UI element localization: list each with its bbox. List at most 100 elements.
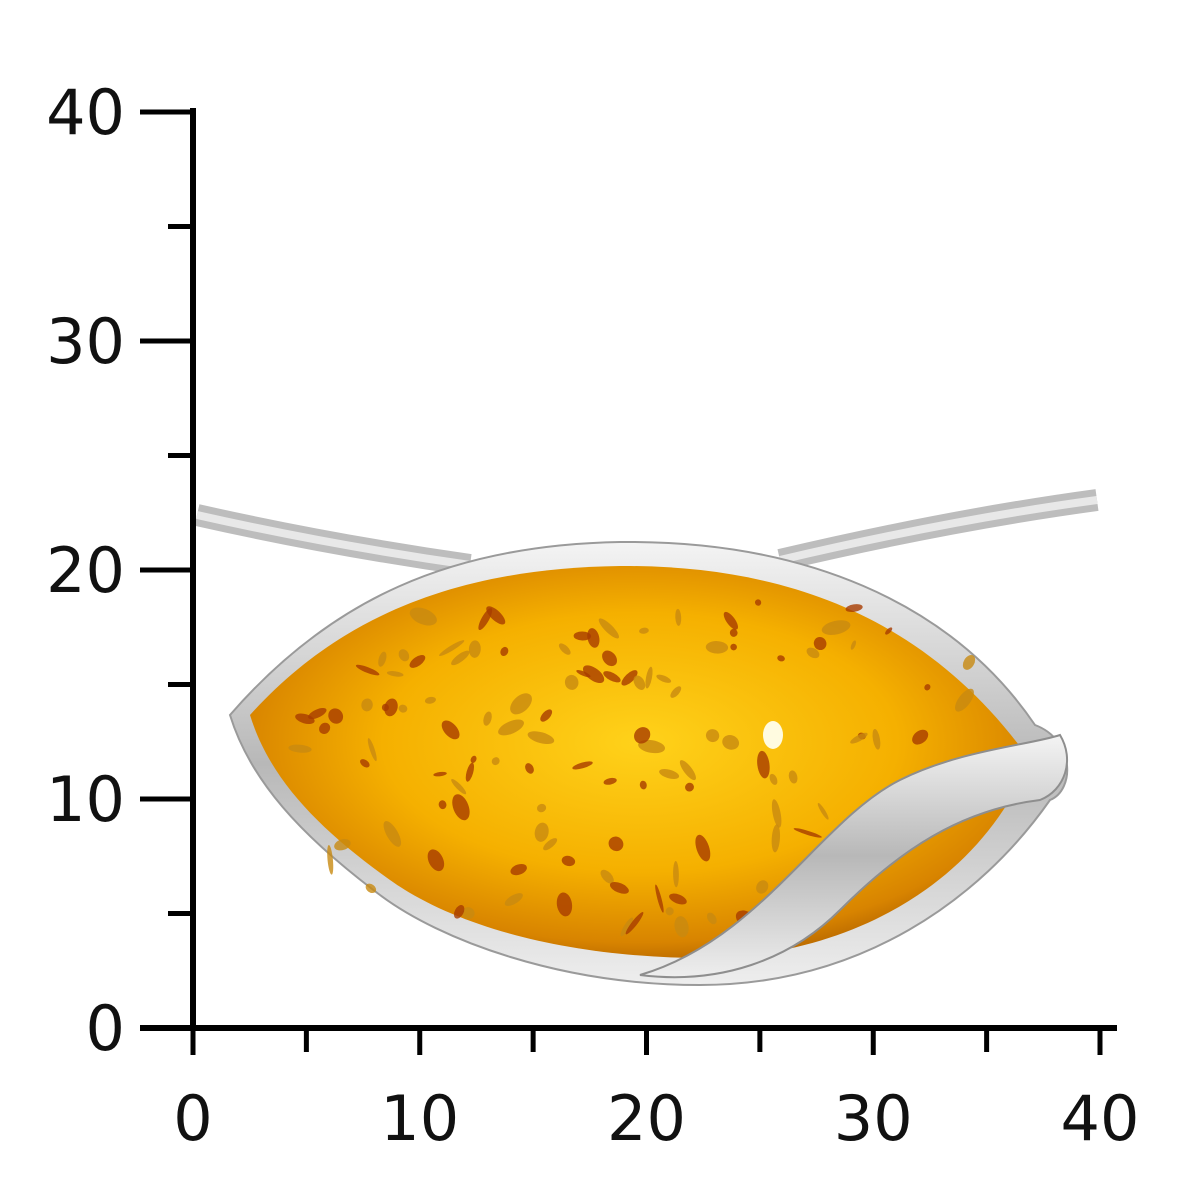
- y-tick-label: 10: [46, 763, 125, 836]
- inclusion-fleck: [462, 907, 475, 920]
- inclusion-fleck: [872, 728, 881, 750]
- inclusion-fleck: [433, 771, 447, 777]
- inclusion-fleck: [465, 762, 475, 782]
- inclusion-fleck: [962, 655, 976, 670]
- inclusion-fleck: [639, 780, 647, 790]
- inclusion-fleck: [722, 735, 740, 750]
- inclusion-fleck: [378, 651, 387, 667]
- inclusion-fleck: [912, 729, 929, 745]
- silver-twist-band: [639, 733, 1069, 979]
- inclusion-fleck: [705, 729, 720, 743]
- inclusion-fleck: [600, 869, 614, 884]
- inclusion-fleck: [706, 912, 717, 925]
- highlight: [763, 721, 783, 749]
- inclusion-fleck: [634, 727, 651, 744]
- inclusion-fleck: [355, 664, 380, 676]
- inclusion-fleck: [685, 782, 694, 792]
- inclusion-fleck: [504, 893, 523, 906]
- inclusion-fleck: [609, 881, 629, 894]
- inclusion-fleck: [673, 861, 679, 888]
- inclusion-fleck: [608, 836, 624, 852]
- inclusion-fleck: [360, 759, 370, 768]
- inclusion-fleck: [924, 684, 931, 691]
- inclusion-fleck: [603, 671, 621, 683]
- inclusion-fleck: [327, 845, 334, 875]
- inclusion-fleck: [620, 917, 634, 937]
- inclusion-fleck: [486, 606, 506, 625]
- inclusion-fleck: [540, 709, 553, 722]
- inclusion-fleck: [328, 708, 344, 724]
- inclusion-fleck: [845, 604, 863, 613]
- y-tick-label: 0: [86, 992, 125, 1065]
- inclusion-fleck: [598, 618, 619, 639]
- inclusion-fleck: [587, 628, 600, 648]
- inclusion-fleck: [427, 849, 445, 872]
- inclusion-fleck: [451, 779, 467, 795]
- inclusion-fleck: [582, 665, 605, 684]
- inclusion-fleck: [398, 704, 408, 713]
- inclusion-fleck: [564, 674, 579, 690]
- inclusion-fleck: [334, 839, 351, 851]
- inclusion-fleck: [525, 763, 534, 774]
- inclusion-fleck: [424, 696, 436, 704]
- inclusion-fleck: [955, 688, 974, 712]
- inclusion-fleck: [602, 650, 617, 667]
- inclusion-fleck: [754, 599, 762, 606]
- inclusion-fleck: [730, 643, 737, 651]
- inclusion-fleck: [483, 711, 492, 726]
- inclusion-fleck: [669, 893, 687, 905]
- inclusion-fleck: [468, 640, 481, 658]
- amber-inclusions: [288, 599, 990, 938]
- inclusion-fleck: [885, 627, 893, 635]
- inclusion-fleck: [365, 883, 377, 894]
- inclusion-fleck: [723, 611, 738, 630]
- inclusion-fleck: [367, 738, 377, 762]
- y-tick-label: 30: [46, 305, 125, 378]
- inclusion-fleck: [679, 760, 696, 781]
- inclusion-fleck: [665, 907, 674, 916]
- inclusion-fleck: [534, 822, 549, 842]
- inclusion-fleck: [558, 643, 571, 655]
- x-tick-label: 40: [1061, 1082, 1140, 1155]
- inclusion-fleck: [453, 905, 465, 919]
- inclusion-fleck: [850, 732, 868, 744]
- inclusion-fleck: [729, 628, 738, 637]
- inclusion-fleck: [788, 770, 798, 784]
- inclusion-fleck: [561, 855, 576, 867]
- inclusion-fleck: [441, 720, 460, 740]
- inclusion-fleck: [821, 620, 851, 635]
- inclusion-fleck: [670, 686, 682, 698]
- amber-pendant: [228, 540, 1069, 987]
- inclusion-fleck: [452, 794, 470, 821]
- y-tick-label: 40: [46, 76, 125, 149]
- inclusion-fleck: [398, 649, 410, 662]
- inclusion-fleck: [625, 912, 644, 935]
- inclusion-fleck: [510, 693, 532, 715]
- inclusion-fleck: [361, 698, 373, 712]
- inclusion-fleck: [813, 636, 827, 651]
- inclusion-fleck: [806, 647, 820, 659]
- inclusion-fleck: [705, 641, 729, 654]
- inclusion-fleck: [319, 722, 331, 734]
- inclusion-fleck: [386, 671, 404, 677]
- inclusion-fleck: [621, 670, 638, 686]
- x-tick-label: 30: [834, 1082, 913, 1155]
- inclusion-fleck: [638, 739, 666, 754]
- inclusion-fleck: [451, 650, 470, 666]
- y-tick-label: 20: [46, 534, 125, 607]
- inclusion-fleck: [439, 640, 465, 656]
- inclusion-fleck: [409, 654, 426, 668]
- inclusion-fleck: [777, 655, 785, 662]
- inclusion-fleck: [491, 757, 500, 766]
- inclusion-fleck: [470, 755, 477, 764]
- inclusion-fleck: [674, 916, 689, 938]
- inclusion-fleck: [656, 674, 672, 683]
- inclusion-fleck: [757, 750, 770, 779]
- inclusion-fleck: [769, 773, 778, 785]
- inclusion-fleck: [543, 838, 558, 851]
- inclusion-fleck: [384, 698, 398, 717]
- inclusion-fleck: [573, 631, 592, 641]
- inclusion-fleck: [695, 834, 711, 862]
